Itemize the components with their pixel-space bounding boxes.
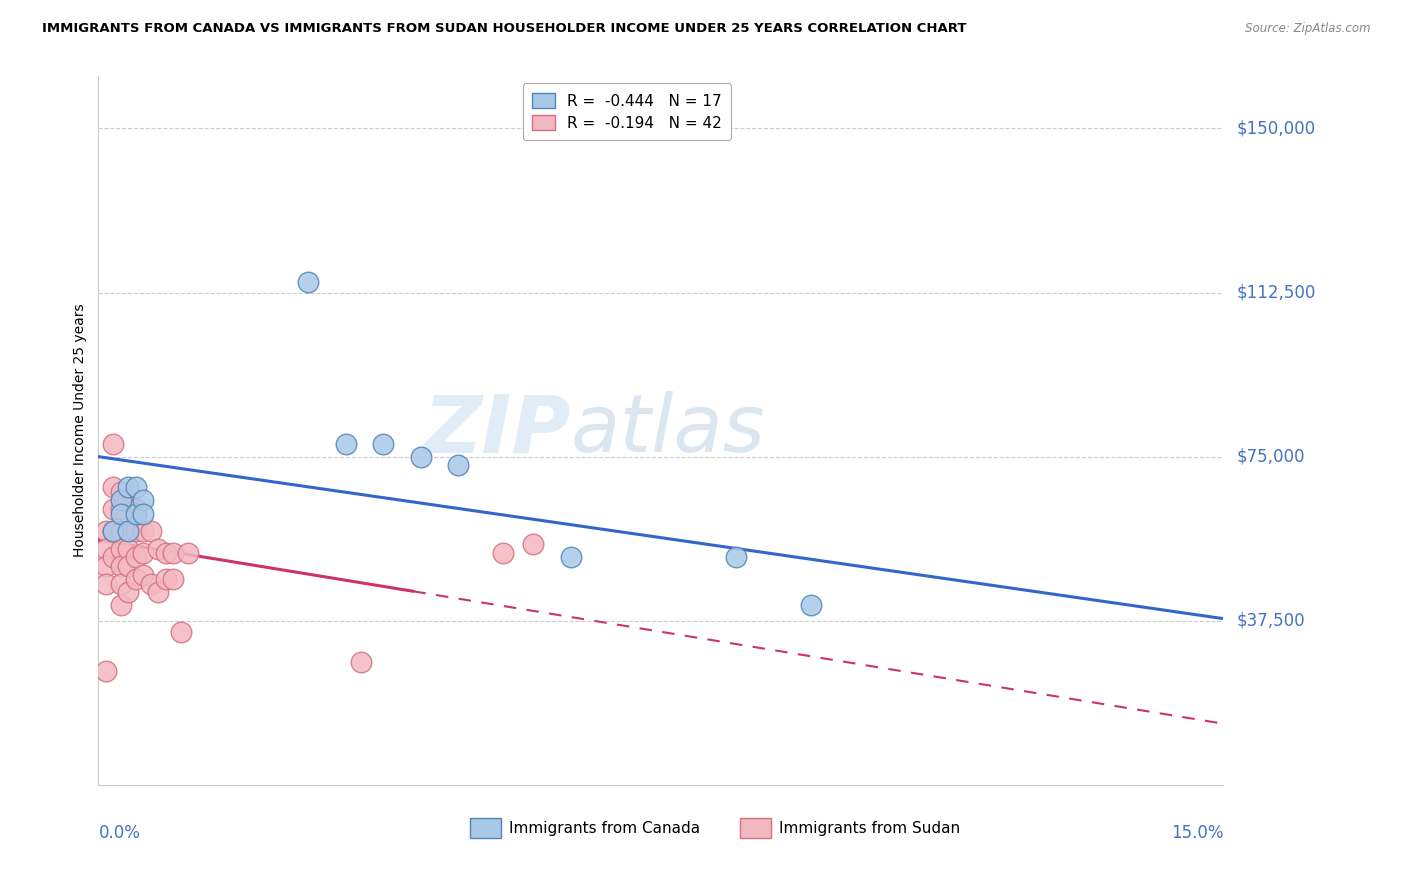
Point — [94, 576, 117, 591]
Text: Immigrants from Sudan: Immigrants from Sudan — [779, 821, 960, 836]
Text: Immigrants from Canada: Immigrants from Canada — [509, 821, 700, 836]
Point — [110, 502, 132, 516]
Point — [139, 524, 162, 538]
Point — [800, 599, 823, 613]
Point — [132, 524, 155, 538]
Point — [350, 656, 373, 670]
Point — [110, 524, 132, 538]
Point — [125, 507, 148, 521]
Point — [155, 546, 177, 560]
Point — [125, 524, 148, 538]
Point — [148, 541, 170, 556]
Point — [162, 572, 184, 586]
Point — [94, 559, 117, 574]
Point — [103, 524, 125, 538]
Point — [125, 480, 148, 494]
Point — [94, 524, 117, 538]
Point — [103, 480, 125, 494]
Y-axis label: Householder Income Under 25 years: Householder Income Under 25 years — [73, 303, 87, 558]
Point — [132, 493, 155, 508]
FancyBboxPatch shape — [740, 818, 770, 838]
Point — [125, 502, 148, 516]
Point — [103, 436, 125, 450]
Point — [110, 599, 132, 613]
Text: $150,000: $150,000 — [1237, 120, 1316, 137]
Point — [125, 550, 148, 565]
Point — [94, 664, 117, 678]
Point — [110, 493, 132, 508]
Point — [103, 550, 125, 565]
Text: ZIP: ZIP — [423, 392, 571, 469]
Point — [117, 524, 139, 538]
Point — [117, 524, 139, 538]
Text: $37,500: $37,500 — [1237, 612, 1306, 630]
Point — [132, 546, 155, 560]
Text: Source: ZipAtlas.com: Source: ZipAtlas.com — [1246, 22, 1371, 36]
Point — [117, 480, 139, 494]
Point — [110, 541, 132, 556]
Text: 15.0%: 15.0% — [1171, 824, 1223, 842]
Point — [170, 624, 193, 639]
Point — [335, 436, 357, 450]
Point — [148, 585, 170, 599]
Point — [110, 576, 132, 591]
FancyBboxPatch shape — [470, 818, 501, 838]
Text: IMMIGRANTS FROM CANADA VS IMMIGRANTS FROM SUDAN HOUSEHOLDER INCOME UNDER 25 YEAR: IMMIGRANTS FROM CANADA VS IMMIGRANTS FRO… — [42, 22, 967, 36]
Point — [447, 458, 470, 473]
Point — [110, 559, 132, 574]
Text: 0.0%: 0.0% — [98, 824, 141, 842]
Legend: R =  -0.444   N = 17, R =  -0.194   N = 42: R = -0.444 N = 17, R = -0.194 N = 42 — [523, 84, 731, 140]
Point — [132, 507, 155, 521]
Text: $112,500: $112,500 — [1237, 284, 1316, 301]
Point — [117, 541, 139, 556]
Point — [492, 546, 515, 560]
Point — [103, 502, 125, 516]
Point — [522, 537, 544, 551]
Point — [162, 546, 184, 560]
Point — [724, 550, 747, 565]
Point — [117, 559, 139, 574]
Point — [103, 524, 125, 538]
Point — [409, 450, 432, 464]
Point — [125, 572, 148, 586]
Point — [110, 484, 132, 499]
Text: $75,000: $75,000 — [1237, 448, 1306, 466]
Point — [94, 541, 117, 556]
Point — [155, 572, 177, 586]
Point — [139, 576, 162, 591]
Point — [297, 275, 319, 289]
Point — [117, 585, 139, 599]
Text: atlas: atlas — [571, 392, 766, 469]
Point — [373, 436, 395, 450]
Point — [177, 546, 200, 560]
Point — [110, 507, 132, 521]
Point — [560, 550, 582, 565]
Point — [117, 493, 139, 508]
Point — [132, 567, 155, 582]
